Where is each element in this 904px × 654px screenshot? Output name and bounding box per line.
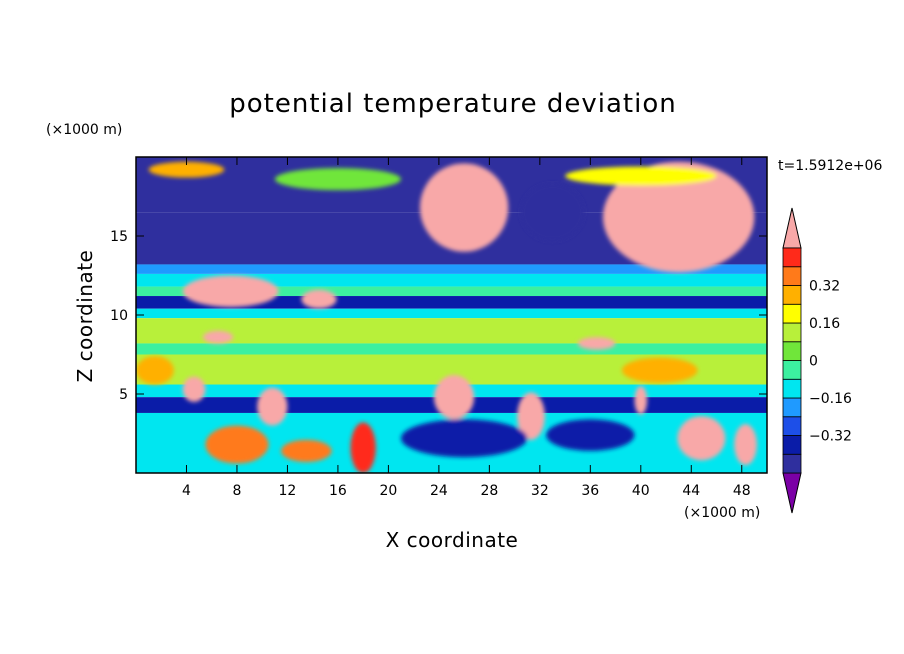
x-tick-label: 24 (430, 483, 448, 499)
colorbar-label: 0.32 (809, 279, 840, 295)
colorbar: 0.32 0.16 0 −0.16 −0.32 (782, 207, 852, 514)
contour-blob (419, 163, 509, 252)
time-label: t=1.5912e+06 (778, 158, 882, 174)
contour-blob (433, 375, 475, 420)
colorbar-label: −0.16 (809, 391, 852, 407)
contour-blob (281, 439, 332, 462)
colorbar-box (782, 435, 802, 455)
x-tick-label: 32 (531, 483, 549, 499)
x-tick-label: 36 (581, 483, 599, 499)
contour-blob (565, 166, 717, 186)
contour-blob (546, 419, 635, 451)
contour-blob (274, 168, 402, 191)
x-tick-label: 12 (279, 483, 297, 499)
contour-band (136, 286, 767, 297)
contour-band (136, 308, 767, 319)
contour-blob (401, 419, 528, 458)
colorbar-box (782, 247, 802, 268)
colorbar-box (782, 266, 802, 286)
colorbar-box (782, 360, 802, 380)
x-tick-label: 48 (733, 483, 751, 499)
colorbar-label: 0 (809, 354, 818, 370)
colorbar-label: −0.32 (809, 429, 852, 445)
x-axis-label: X coordinate (386, 528, 519, 552)
contour-blob (257, 387, 288, 426)
contour-blob (634, 386, 648, 415)
colorbar-box (782, 303, 802, 324)
contour-band (136, 273, 767, 287)
x-unit-label: (×1000 m) (684, 505, 760, 521)
colorbar-box (782, 416, 802, 436)
x-tick-label: 20 (379, 483, 397, 499)
x-tick-label: 40 (632, 483, 650, 499)
contour-blob (677, 416, 726, 461)
contour-blob (734, 424, 757, 466)
contour-blob (205, 425, 269, 464)
contour-blob (136, 356, 174, 385)
y-unit-label: (×1000 m) (46, 122, 122, 138)
colorbar-box (782, 378, 802, 399)
y-axis-label: Z coordinate (73, 250, 97, 383)
contour-blob (517, 392, 545, 440)
contour-band (136, 343, 767, 355)
colorbar-arrow-low (782, 472, 802, 514)
colorbar-box (782, 285, 802, 305)
contour-blob (182, 275, 279, 308)
colorbar-box (782, 453, 802, 474)
y-tick-label: 15 (110, 229, 128, 245)
colorbar-box (782, 341, 802, 361)
colorbar-box (782, 397, 802, 418)
contour-band (136, 264, 767, 274)
contour-blob (182, 376, 206, 402)
x-tick-label: 8 (232, 483, 241, 499)
y-axis-ticks: 5 10 15 (110, 229, 767, 403)
contour-blob (621, 357, 698, 383)
contour-band (136, 296, 767, 309)
contour-blob (577, 337, 616, 350)
x-tick-label: 28 (480, 483, 498, 499)
contour-blob (520, 183, 585, 241)
contour-blob (202, 330, 234, 344)
x-tick-label: 16 (329, 483, 347, 499)
x-tick-label: 44 (682, 483, 700, 499)
colorbar-label: 0.16 (809, 316, 840, 332)
y-tick-label: 10 (110, 308, 128, 324)
x-axis-ticks: 4 8 12 16 20 24 28 32 36 40 44 48 (182, 157, 751, 499)
contour-blob (148, 161, 225, 178)
colorbar-arrow-high (782, 207, 802, 249)
plot-area (136, 157, 767, 473)
contour-blob (301, 289, 337, 309)
colorbar-box (782, 322, 802, 343)
x-tick-label: 4 (182, 483, 191, 499)
contour-blob (602, 161, 755, 273)
chart-title: potential temperature deviation (229, 89, 676, 119)
contour-band (136, 318, 767, 344)
y-tick-label: 5 (119, 387, 128, 403)
contour-blobs (136, 161, 757, 473)
contour-blob (350, 422, 376, 473)
